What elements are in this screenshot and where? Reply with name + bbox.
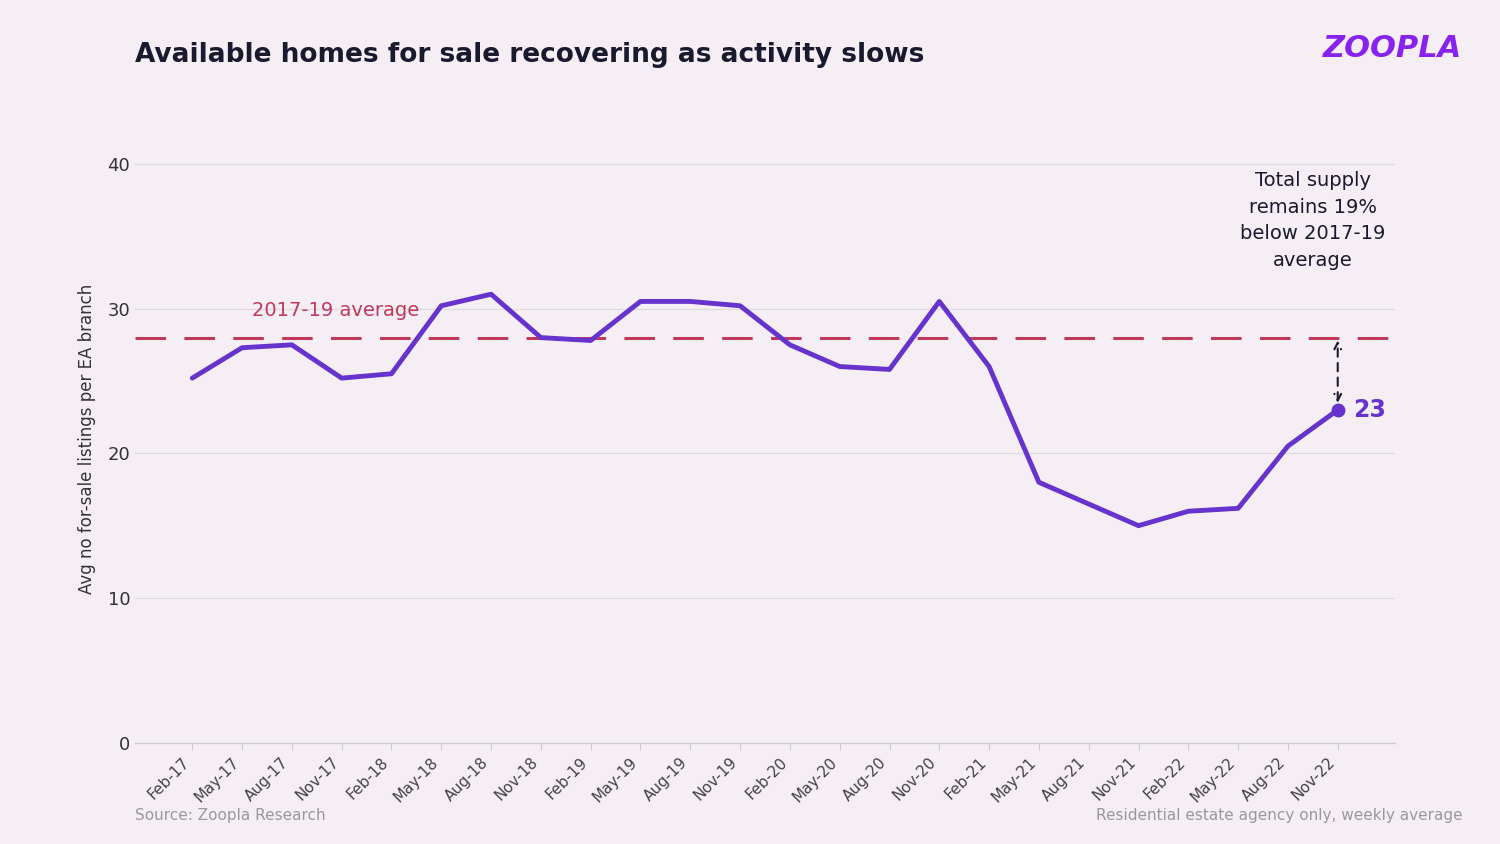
Text: Available homes for sale recovering as activity slows: Available homes for sale recovering as a… <box>135 42 924 68</box>
Y-axis label: Avg no for-sale listings per EA branch: Avg no for-sale listings per EA branch <box>78 284 96 594</box>
Text: 23: 23 <box>1353 398 1386 422</box>
Text: Source: Zoopla Research: Source: Zoopla Research <box>135 808 326 823</box>
Text: Residential estate agency only, weekly average: Residential estate agency only, weekly a… <box>1096 808 1462 823</box>
Text: Total supply
remains 19%
below 2017-19
average: Total supply remains 19% below 2017-19 a… <box>1240 171 1386 270</box>
Text: ZOOPLA: ZOOPLA <box>1323 34 1462 62</box>
Text: 2017-19 average: 2017-19 average <box>252 301 420 320</box>
